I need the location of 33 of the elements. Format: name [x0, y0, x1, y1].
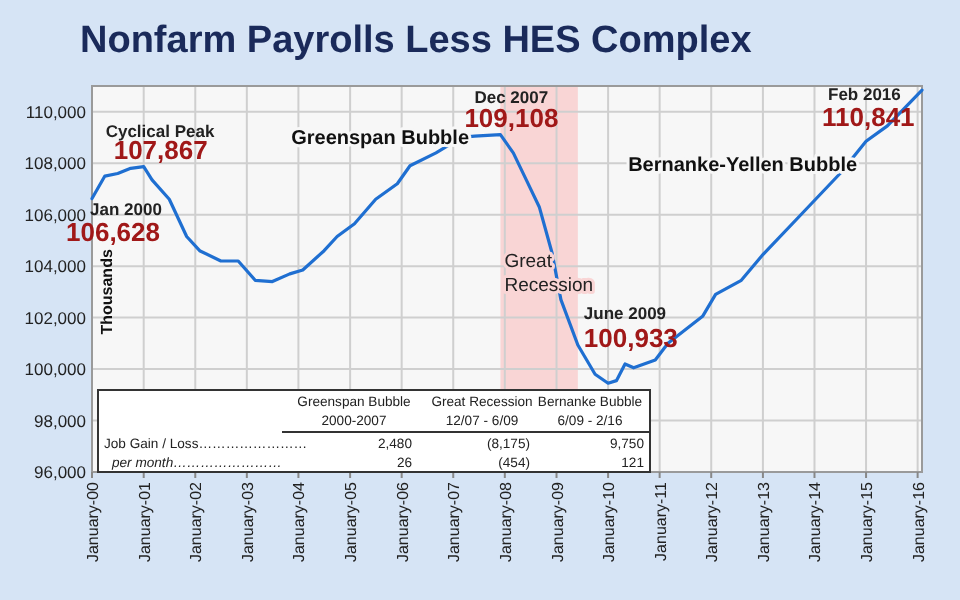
- x-tick-label: January-01: [135, 480, 154, 563]
- x-tick-label: January-06: [393, 480, 412, 563]
- y-tick-label: 108,000: [24, 153, 87, 174]
- x-tick-label: January-07: [445, 480, 464, 563]
- annotation: Feb 2016: [828, 84, 902, 105]
- x-tick-label: January-05: [342, 480, 361, 563]
- x-tick-label: January-00: [84, 480, 102, 563]
- x-tick-label: January-11: [651, 480, 670, 561]
- x-tick-label: January-04: [290, 480, 309, 563]
- y-tick-label: 106,000: [24, 204, 87, 225]
- y-tick-label: 96,000: [34, 462, 87, 482]
- x-tick-label: January-09: [548, 480, 567, 563]
- x-tick-label: January-10: [600, 480, 619, 563]
- y-axis-title: Thousands: [98, 248, 116, 335]
- annotation: 109,108: [464, 102, 559, 133]
- x-tick-label: January-16: [909, 480, 928, 563]
- annotation: 100,933: [583, 323, 678, 354]
- y-tick-label: 104,000: [24, 256, 87, 277]
- y-tick-label: 98,000: [34, 410, 87, 431]
- x-tick-label: January-08: [496, 480, 515, 563]
- x-tick-label: January-03: [238, 480, 257, 563]
- annotation: June 2009: [583, 303, 667, 324]
- y-tick-label: 102,000: [24, 307, 87, 328]
- annotation: Jan 2000: [90, 198, 163, 219]
- x-tick-label: January-14: [806, 480, 825, 563]
- chart-title: Nonfarm Payrolls Less HES Complex: [80, 20, 753, 62]
- annotation: Dec 2007: [474, 86, 549, 107]
- y-tick-label: 100,000: [24, 359, 87, 380]
- x-tick-label: January-13: [754, 480, 773, 563]
- x-tick-label: January-02: [187, 480, 206, 563]
- x-tick-label: January-15: [858, 480, 877, 563]
- x-tick-label: January-12: [703, 480, 722, 563]
- y-tick-label: 110,000: [25, 101, 87, 122]
